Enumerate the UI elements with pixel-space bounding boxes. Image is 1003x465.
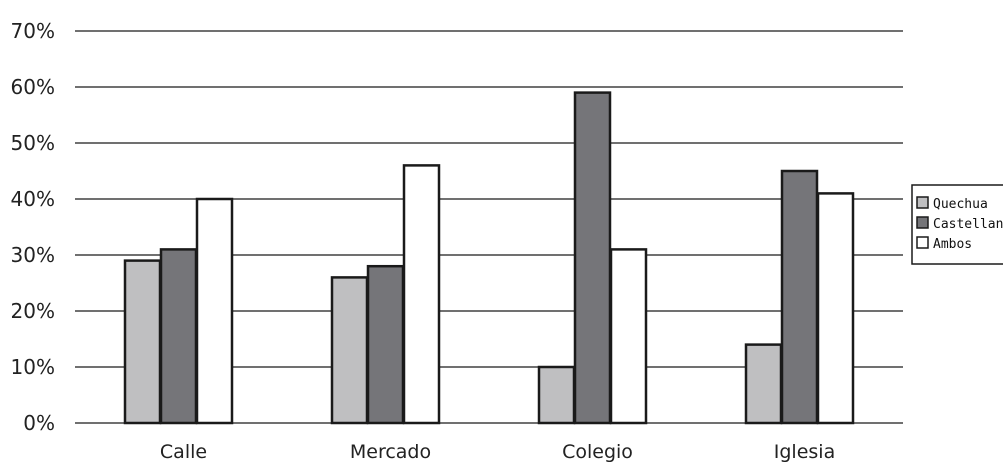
bar-quechua-colegio — [537, 365, 576, 425]
y-tick-label: 30% — [11, 243, 55, 267]
bars — [123, 91, 855, 425]
bar-ambos-colegio — [609, 248, 648, 425]
bar-quechua-calle — [123, 259, 162, 425]
legend-swatch-quechua — [916, 196, 929, 209]
legend: Quechua Castellano Ambos — [911, 184, 1003, 265]
x-category-label: Calle — [160, 441, 207, 463]
bar-quechua-iglesia — [744, 343, 783, 425]
x-category-label: Mercado — [350, 441, 431, 463]
legend-label-ambos: Ambos — [933, 237, 972, 252]
x-category-label: Colegio — [562, 441, 633, 463]
y-axis-ticks: 0% 10% 20% 30% 40% 50% 60% 70% — [11, 19, 55, 435]
legend-label-castellano: Castellano — [933, 217, 1003, 232]
x-axis-categories: Calle Mercado Colegio Iglesia — [160, 441, 835, 463]
y-tick-label: 40% — [11, 187, 55, 211]
x-category-label: Iglesia — [774, 441, 835, 463]
legend-label-quechua: Quechua — [933, 197, 988, 212]
bar-quechua-mercado — [330, 276, 369, 425]
y-tick-label: 50% — [11, 131, 55, 155]
legend-swatch-castellano — [916, 216, 929, 229]
bar-ambos-iglesia — [816, 192, 855, 425]
bar-castellano-calle — [159, 248, 198, 425]
bar-ambos-calle — [195, 197, 234, 425]
legend-swatch-ambos — [916, 236, 929, 249]
y-tick-label: 0% — [23, 411, 55, 435]
bar-castellano-iglesia — [780, 169, 819, 425]
y-tick-label: 70% — [11, 19, 55, 43]
bar-castellano-mercado — [366, 264, 405, 425]
bar-castellano-colegio — [573, 91, 612, 425]
y-tick-label: 20% — [11, 299, 55, 323]
y-tick-label: 60% — [11, 75, 55, 99]
y-tick-label: 10% — [11, 355, 55, 379]
bar-ambos-mercado — [402, 164, 441, 425]
